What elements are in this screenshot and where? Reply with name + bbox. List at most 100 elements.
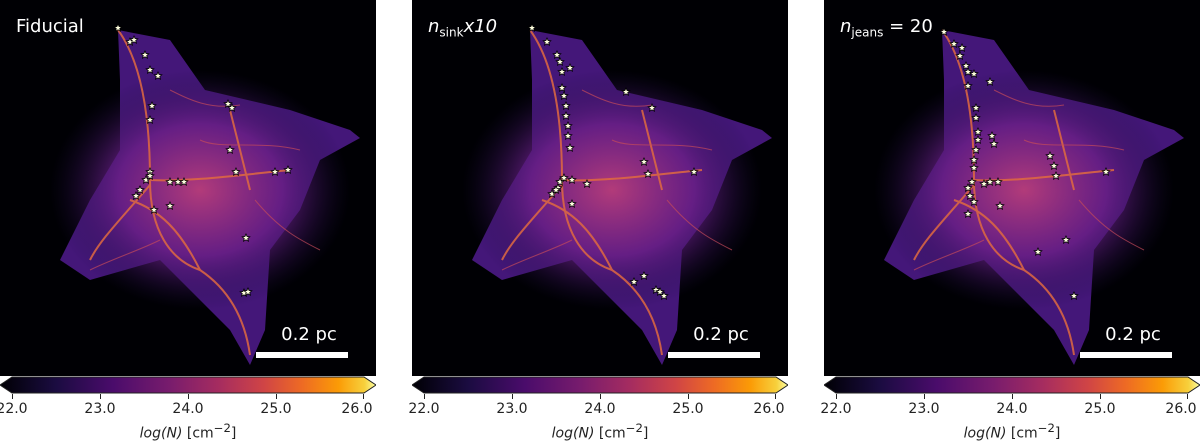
sink-star-marker (563, 121, 573, 131)
sink-star-marker (270, 167, 280, 177)
sink-star-marker (969, 155, 979, 165)
colorbar-tick-label: 26.0 (1165, 401, 1197, 417)
colorbar-tick-label: 25.0 (260, 401, 292, 417)
sink-star-marker (969, 163, 979, 173)
sink-star-marker (993, 177, 1003, 187)
colorbar-tick (512, 394, 513, 399)
sink-star-marker (969, 197, 979, 207)
sink-star-marker (179, 177, 189, 187)
sink-star-marker (565, 143, 575, 153)
scalebar-label: 0.2 pc (693, 324, 749, 345)
colorbar-tick (12, 394, 13, 399)
colorbar-tick-label: 24.0 (584, 401, 616, 417)
sink-star-marker (567, 199, 577, 209)
sink-star-marker (639, 271, 649, 281)
colorbar-tick-label: 23.0 (496, 401, 528, 417)
sink-star-marker (963, 81, 973, 91)
sink-star-marker (963, 183, 973, 193)
colorbar-tick (100, 394, 101, 399)
column-density-map (0, 0, 376, 376)
colorbar (0, 376, 376, 394)
colorbar-tick (363, 394, 364, 399)
scalebar-line (1080, 352, 1172, 358)
sink-star-marker (227, 103, 237, 113)
sink-star-marker (145, 115, 155, 125)
sink-star-marker (647, 103, 657, 113)
column-density-map (412, 0, 788, 376)
colorbar-label: log(N) [cm−2] (551, 421, 649, 442)
colorbar-tick (1100, 394, 1101, 399)
sink-star-marker (135, 185, 145, 195)
sink-star-marker (629, 277, 639, 287)
colorbar-tick (600, 394, 601, 399)
colorbar-tick-label: 22.0 (408, 401, 440, 417)
colorbar-tick-label: 25.0 (672, 401, 704, 417)
sink-star-marker (639, 157, 649, 167)
sink-star-marker (147, 101, 157, 111)
sink-star-marker (561, 101, 571, 111)
sink-star-marker (131, 191, 141, 201)
colorbar-tick (424, 394, 425, 399)
colorbar-tick-label: 24.0 (996, 401, 1028, 417)
sink-star-marker (971, 145, 981, 155)
sink-star-marker (973, 127, 983, 137)
sink-star-marker (949, 39, 959, 49)
sink-star-marker (231, 167, 241, 177)
sink-star-marker (561, 111, 571, 121)
sink-star-marker (145, 171, 155, 181)
sink-star-marker (965, 191, 975, 201)
sink-star-marker (1049, 161, 1059, 171)
colorbar-tick (688, 394, 689, 399)
sink-star-marker (963, 67, 973, 77)
sink-star-marker (140, 50, 150, 60)
sink-star-marker (563, 131, 573, 141)
sink-star-marker (551, 185, 561, 195)
colorbar-tick (188, 394, 189, 399)
sink-star-marker (165, 201, 175, 211)
colorbar-tick (924, 394, 925, 399)
colorbar-tick-label: 23.0 (908, 401, 940, 417)
sink-star-marker (963, 209, 973, 219)
sink-star-marker (582, 179, 592, 189)
sink-star-marker (527, 23, 537, 33)
colorbar-tick-label: 22.0 (0, 401, 28, 417)
column-density-map (824, 0, 1200, 376)
sink-star-marker (957, 43, 967, 53)
colorbar-tick (775, 394, 776, 399)
sink-star-marker (689, 167, 699, 177)
colorbar-tick-label: 25.0 (1084, 401, 1116, 417)
scalebar-line (256, 352, 348, 358)
sink-star-marker (129, 35, 139, 45)
sink-star-marker (971, 103, 981, 113)
sink-star-marker (621, 87, 631, 97)
sink-star-marker (223, 99, 233, 109)
sink-star-marker (1069, 291, 1079, 301)
sink-star-marker (985, 177, 995, 187)
sink-star-marker (985, 77, 995, 87)
sink-star-marker (113, 23, 123, 33)
sink-star-marker (995, 201, 1005, 211)
panel-fiducial: Fiducial 0.2 pc 22.0 23.0 24.0 25.0 26.0 (0, 0, 376, 444)
panel-njeans-20: njeans = 20 0.2 pc 22.0 23.0 24.0 25.0 2… (820, 0, 1200, 444)
sink-star-marker (557, 67, 567, 77)
sink-star-marker (145, 65, 155, 75)
sink-star-marker (565, 63, 575, 73)
colorbar-tick-label: 23.0 (84, 401, 116, 417)
colorbar (824, 376, 1200, 394)
sink-star-marker (542, 37, 552, 47)
sink-star-marker (967, 177, 977, 187)
sink-star-marker (987, 131, 997, 141)
sink-star-marker (557, 83, 567, 93)
sink-star-marker (979, 179, 989, 189)
sink-star-marker (969, 69, 979, 79)
sink-star-marker (655, 287, 665, 297)
colorbar-tick (276, 394, 277, 399)
colorbar-tick-label: 26.0 (341, 401, 373, 417)
sink-star-marker (643, 169, 653, 179)
colorbar-label: log(N) [cm−2] (963, 421, 1061, 442)
sink-star-marker (989, 139, 999, 149)
sink-star-marker (567, 175, 577, 185)
sink-star-marker (1051, 171, 1061, 181)
sink-star-marker (552, 50, 562, 60)
sink-star-marker (973, 135, 983, 145)
